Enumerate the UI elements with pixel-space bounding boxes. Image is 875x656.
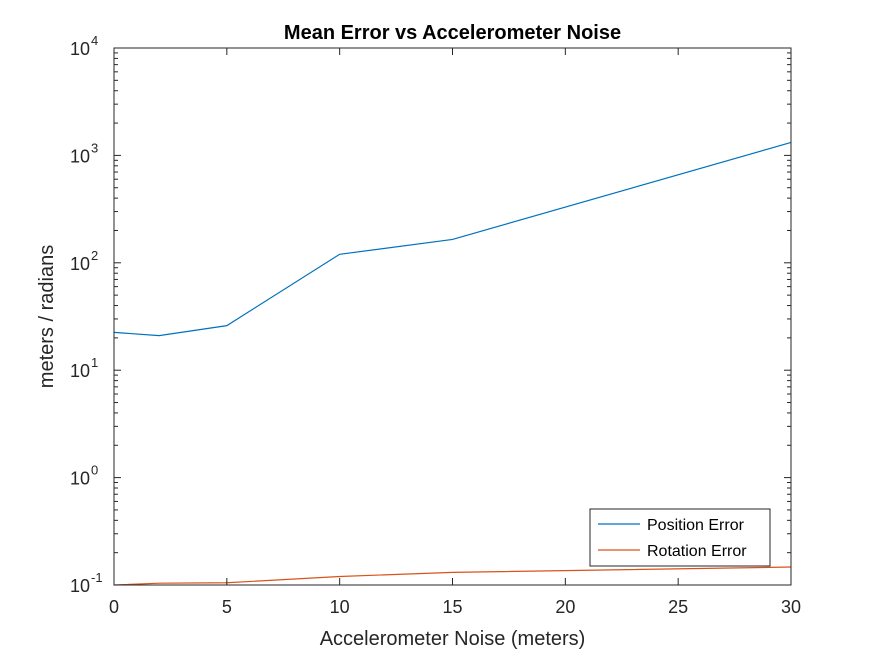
y-tick-exponent: -1 <box>91 570 103 585</box>
x-tick-label: 30 <box>781 597 801 617</box>
y-tick-exponent: 3 <box>91 140 98 155</box>
x-tick-label: 10 <box>330 597 350 617</box>
y-tick-exponent: 0 <box>91 463 98 478</box>
y-tick-exponent: 4 <box>91 33 98 48</box>
series-line-position-error <box>113 141 792 337</box>
x-tick-label: 5 <box>222 597 232 617</box>
y-tick-exponent: 1 <box>91 355 98 370</box>
x-axis-label: Accelerometer Noise (meters) <box>320 628 586 650</box>
legend-box <box>589 508 771 567</box>
y-tick-label: 10 <box>70 39 90 59</box>
x-tick-label: 25 <box>668 597 688 617</box>
legend-label: Position Error <box>647 517 745 534</box>
legend: Position Error Rotation Error <box>589 508 771 567</box>
legend-label: Rotation Error <box>647 543 747 560</box>
x-tick-label: 15 <box>442 597 462 617</box>
y-tick-label: 10 <box>70 576 90 596</box>
plot-area <box>114 48 791 585</box>
y-axis-label: meters / radians <box>36 245 58 388</box>
y-tick-label: 10 <box>70 469 90 489</box>
chart-title: Mean Error vs Accelerometer Noise <box>284 22 621 44</box>
y-tick-label: 10 <box>70 361 90 381</box>
y-tick-label: 10 <box>70 254 90 274</box>
series-layer <box>113 141 792 586</box>
y-tick-label: 10 <box>70 146 90 166</box>
series-line-rotation-error <box>113 566 792 586</box>
x-tick-label: 20 <box>555 597 575 617</box>
x-tick-label: 0 <box>109 597 119 617</box>
y-tick-exponent: 2 <box>91 248 98 263</box>
